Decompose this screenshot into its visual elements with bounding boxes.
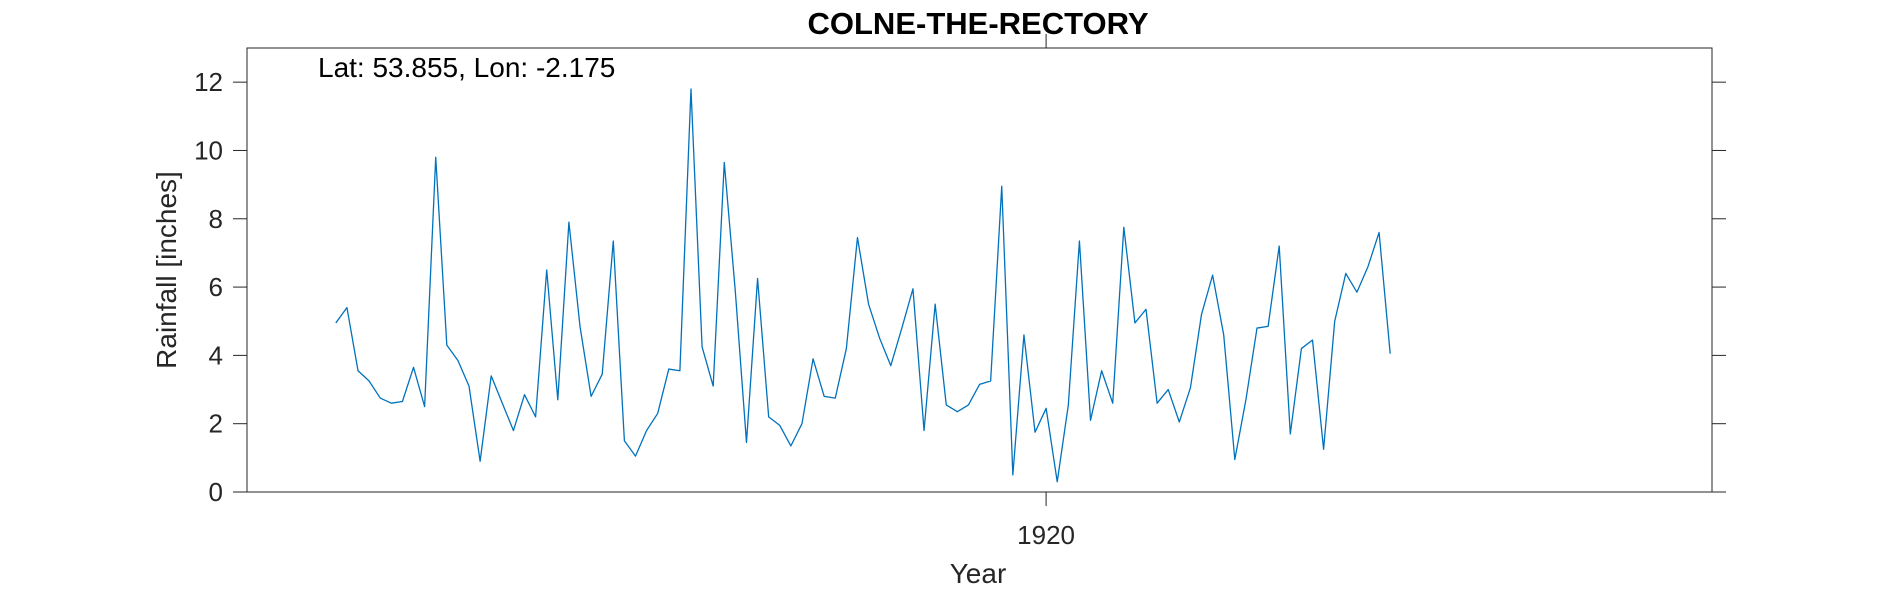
y-tick-label: 12: [194, 67, 223, 97]
station-coordinates-label: Lat: 53.855, Lon: -2.175: [318, 52, 615, 83]
y-axis: 0 2 4 6 8 10 12: [194, 67, 1726, 507]
y-tick-label: 2: [209, 409, 223, 439]
y-tick-label: 6: [209, 272, 223, 302]
y-axis-label: Rainfall [inches]: [151, 171, 182, 369]
x-axis-label: Year: [950, 558, 1007, 589]
y-tick-label: 10: [194, 135, 223, 165]
plot-area-frame: [246, 47, 1713, 493]
rainfall-series-line: [335, 88, 1391, 483]
y-tick-label: 4: [209, 340, 223, 370]
y-tick-label: 8: [209, 204, 223, 234]
x-tick-label: 1920: [1017, 520, 1075, 550]
chart-title: COLNE-THE-RECTORY: [808, 6, 1149, 41]
x-axis: 1920: [1017, 34, 1075, 550]
y-tick-label: 0: [209, 477, 223, 507]
